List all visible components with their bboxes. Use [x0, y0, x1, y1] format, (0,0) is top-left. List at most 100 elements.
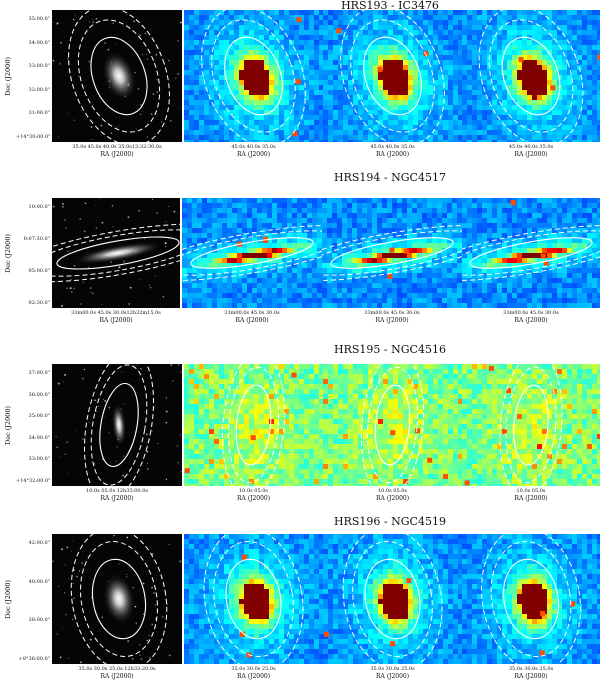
x-axis-label: RA (J2000): [375, 151, 410, 158]
x-tick-labels: 33m00.0s 45.0s 30.0s12h32m15.0s: [71, 310, 161, 316]
y-tick-label: +8°36:00.0": [18, 656, 50, 662]
x-tick-labels: 10.0s 05.0s: [516, 488, 546, 494]
background-annulus: [90, 364, 148, 486]
flux-map: [184, 534, 323, 664]
flux-map: [462, 534, 600, 664]
y-tick-label: 32:00.0": [28, 86, 50, 93]
y-tick-label: +14°30:00.0": [16, 134, 51, 140]
y-axis-label: Dec (J2000): [4, 234, 12, 273]
x-tick-labels: 45.0s 40.0s 35.0s: [508, 144, 554, 150]
background-annulus: [182, 225, 322, 281]
background-annulus: [83, 364, 155, 486]
background-annulus: [211, 19, 296, 133]
aperture-ellipse: [99, 382, 139, 468]
x-axis-label: RA (J2000): [375, 673, 410, 680]
y-tick-label: 34:00.0": [28, 434, 50, 441]
x-axis-label: RA (J2000): [100, 151, 134, 158]
background-annulus: [80, 541, 158, 657]
aperture-ellipse: [224, 36, 283, 116]
y-tick-label: 31:00.0": [28, 110, 50, 117]
x-tick-labels: 35.0s 30.0s 25.0s: [508, 666, 554, 672]
flux-map: [322, 198, 462, 308]
galaxy-panel: HRS195 - NGC4516 Dec (J2000) 37:00.0" 36:00…: [0, 344, 600, 516]
flux-map: [182, 198, 322, 308]
background-annulus: [201, 10, 306, 142]
y-tick-label: 10:00.0": [28, 204, 50, 210]
background-annulus: [352, 540, 433, 658]
flux-map: [184, 364, 323, 486]
panel-title: HRS195 - NGC4516: [334, 343, 446, 356]
x-tick-labels: 33m00.0s 45.0s 30.0s: [364, 310, 420, 316]
x-axis-label: RA (J2000): [100, 673, 134, 680]
y-tick-label: +14°32:00.0": [16, 478, 51, 484]
y-tick-label: 38:00.0": [28, 617, 50, 624]
aperture-ellipse: [513, 384, 549, 466]
y-tick-label: 34:00.0": [28, 39, 50, 46]
optical-image: [52, 364, 182, 486]
x-tick-labels: 35.0s 45.0s 40.0s 35.0s13:32:30.0s: [72, 144, 162, 150]
aperture-ellipse: [330, 237, 454, 269]
optical-image: [52, 10, 182, 142]
background-annulus: [462, 225, 600, 281]
x-tick-labels: 45.0s 40.0s 35.0s: [231, 144, 276, 150]
aperture-ellipse: [225, 558, 282, 640]
x-tick-labels: 10.0s 05.0s: [239, 488, 268, 494]
x-axis-label: RA (J2000): [235, 317, 269, 324]
x-tick-labels: 10.0s 05.0s: [378, 488, 407, 494]
background-annulus: [68, 10, 170, 142]
background-annulus: [182, 230, 322, 276]
aperture-ellipse: [364, 558, 421, 640]
x-axis-label: RA (J2000): [236, 673, 271, 680]
y-tick-label: 40:00.0": [28, 578, 50, 585]
optical-image: [52, 534, 182, 664]
galaxy-panel: HRS193 - IC3476 Dec (J2000) 35:00.0" 34:00.…: [0, 0, 600, 172]
y-tick-label: 35:00.0": [28, 413, 50, 420]
x-axis-label: RA (J2000): [514, 495, 548, 502]
panel-title: HRS196 - NGC4519: [334, 515, 446, 528]
background-annulus: [488, 19, 574, 133]
flux-map: [462, 10, 600, 142]
y-axis-label: Dec (J2000): [4, 57, 12, 96]
background-annulus: [322, 230, 462, 276]
y-tick-label: 02:30.0": [28, 300, 50, 306]
flux-map: [462, 198, 600, 308]
y-tick-label: 42:00.0": [28, 540, 50, 546]
x-axis-label: RA (J2000): [236, 151, 271, 158]
y-tick-label: 0:07:30.0": [23, 236, 50, 242]
aperture-ellipse: [374, 384, 411, 466]
x-tick-labels: 33m00.0s 45.0s 30.0s: [224, 310, 280, 316]
aperture-ellipse: [363, 36, 422, 116]
y-tick-label: 35:00.0": [28, 16, 50, 22]
optical-image: [52, 198, 180, 308]
background-annulus: [340, 10, 445, 142]
flux-map: [323, 364, 462, 486]
y-tick-label: 05:00.0": [28, 268, 50, 274]
galaxy-panel: HRS196 - NGC4519 Dec (J2000) 42:00.0" 40:00…: [0, 516, 600, 686]
flux-map: [184, 10, 323, 142]
background-annulus: [478, 10, 584, 142]
y-tick-label: 37:00.0": [28, 370, 50, 376]
aperture-ellipse: [56, 236, 180, 270]
x-axis-label: RA (J2000): [236, 495, 271, 502]
aperture-ellipse: [502, 558, 560, 640]
x-axis-label: RA (J2000): [375, 495, 410, 502]
background-annulus: [70, 534, 168, 664]
x-axis-label: RA (J2000): [514, 673, 548, 680]
aperture-ellipse: [235, 384, 272, 466]
galaxy-panel: HRS194 - NGC4517 Dec (J2000) 10:00.0" 0:07:…: [0, 172, 600, 344]
y-axis-label: Dec (J2000): [4, 580, 12, 619]
x-tick-labels: 35.0s 30.0s 25.0s 12h33:20.0s: [78, 666, 156, 672]
background-annulus: [322, 225, 462, 281]
flux-map: [323, 534, 462, 664]
background-annulus: [213, 540, 294, 658]
x-axis-label: RA (J2000): [100, 495, 134, 502]
background-annulus: [490, 540, 572, 658]
x-axis-label: RA (J2000): [514, 151, 548, 158]
aperture-ellipse: [501, 36, 561, 116]
aperture-ellipse: [90, 36, 148, 116]
background-annulus: [350, 19, 435, 133]
x-tick-labels: 35.0s 30.0s 25.0s: [231, 666, 276, 672]
y-axis-label: Dec (J2000): [4, 406, 12, 445]
aperture-ellipse: [469, 237, 593, 269]
background-annulus: [77, 19, 161, 133]
